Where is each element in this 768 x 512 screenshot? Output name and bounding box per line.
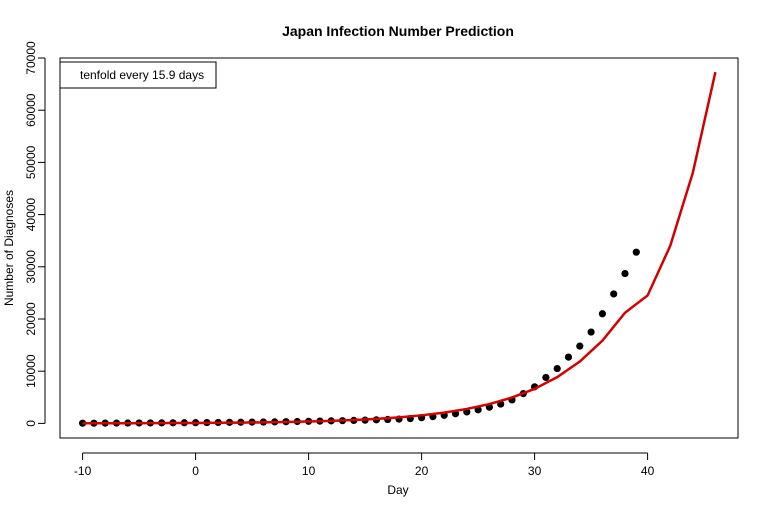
x-axis: -10 0 10 20 30 40 — [74, 452, 655, 478]
y-tick-label: 20000 — [24, 302, 38, 336]
data-point — [576, 342, 584, 350]
y-tick-label: 50000 — [24, 145, 38, 179]
data-points — [79, 248, 640, 427]
legend: tenfold every 15.9 days — [59, 61, 217, 89]
y-tick-label: 70000 — [24, 41, 38, 75]
y-tick-label: 40000 — [24, 198, 38, 232]
data-point — [632, 248, 640, 256]
y-tick-label: 60000 — [24, 93, 38, 127]
data-point — [587, 328, 595, 336]
prediction-line — [82, 71, 717, 425]
data-point — [598, 310, 607, 318]
data-point — [564, 353, 573, 361]
x-axis-label: Day — [387, 483, 408, 497]
data-point — [621, 269, 629, 278]
x-tick-label: 20 — [415, 464, 429, 478]
x-tick-label: 40 — [641, 464, 655, 478]
y-axis-label: Number of Diagnoses — [2, 190, 16, 306]
chart-title: Japan Infection Number Prediction — [282, 23, 514, 39]
x-tick-label: 30 — [528, 464, 542, 478]
data-point — [610, 290, 618, 298]
y-tick-label: 30000 — [24, 250, 38, 284]
legend-text: tenfold every 15.9 days — [80, 68, 204, 82]
plot-frame — [59, 57, 739, 439]
x-tick-label: 0 — [192, 464, 199, 478]
x-tick-label: 10 — [302, 464, 316, 478]
y-tick-label: 0 — [24, 420, 38, 427]
data-point — [542, 373, 550, 382]
y-axis: 0 10000 20000 30000 40000 50000 60000 70000 — [24, 41, 46, 427]
y-tick-label: 10000 — [24, 354, 38, 388]
legend-box — [59, 61, 217, 89]
data-point — [553, 364, 561, 373]
x-tick-label: -10 — [74, 464, 92, 478]
